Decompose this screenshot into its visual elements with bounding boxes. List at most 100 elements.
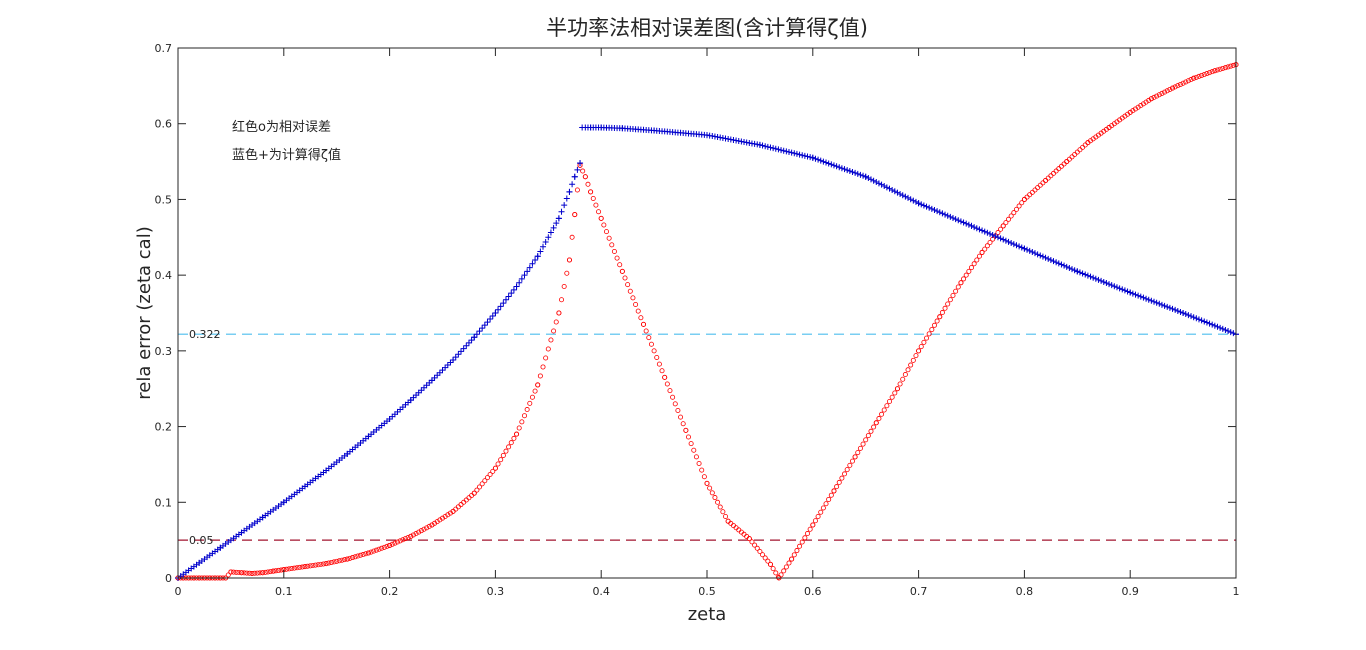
point-plus [1201, 318, 1208, 325]
point-plus [524, 268, 531, 275]
point-plus [926, 204, 933, 211]
point-plus [772, 145, 779, 152]
point-circle [331, 559, 337, 565]
point-plus [860, 172, 867, 179]
point-circle [580, 168, 586, 174]
point-plus [942, 211, 949, 218]
point-plus [796, 151, 803, 158]
point-circle [765, 558, 771, 564]
point-plus [1127, 289, 1134, 296]
point-circle [633, 301, 639, 307]
point-plus [473, 331, 480, 338]
point-circle [516, 425, 522, 431]
point-circle [754, 545, 760, 551]
point-plus [1164, 303, 1171, 310]
point-circle [884, 403, 890, 409]
point-plus [508, 290, 515, 297]
point-plus [849, 168, 856, 175]
point-plus [1188, 313, 1195, 320]
point-plus [1055, 260, 1062, 267]
point-plus [992, 233, 999, 240]
point-circle [820, 505, 826, 511]
point-plus [852, 169, 859, 176]
point-circle [767, 561, 773, 567]
point-plus [820, 158, 827, 165]
point-plus [989, 232, 996, 239]
point-plus [502, 296, 509, 303]
point-plus [1090, 274, 1097, 281]
point-plus [857, 171, 864, 178]
point-circle [416, 529, 422, 535]
point-circle [506, 444, 512, 450]
point-plus [955, 217, 962, 224]
annotation-red-label: 红色o为相对误差 [232, 119, 331, 135]
point-plus [323, 467, 330, 474]
point-circle [564, 270, 570, 276]
point-circle [328, 559, 334, 565]
point-plus [963, 220, 970, 227]
point-circle [508, 440, 514, 446]
point-circle [670, 394, 676, 400]
point-circle [937, 314, 943, 320]
point-plus [555, 215, 562, 222]
point-circle [926, 331, 932, 337]
series-plus [175, 124, 1239, 581]
point-plus [875, 180, 882, 187]
point-plus [1129, 290, 1136, 297]
point-circle [307, 563, 313, 569]
x-tick-label: 0.6 [804, 585, 822, 598]
point-plus [889, 186, 896, 193]
point-plus [1198, 317, 1205, 324]
point-plus [500, 300, 507, 307]
point-plus [431, 374, 438, 381]
point-circle [723, 513, 729, 519]
point-circle [797, 543, 803, 549]
x-tick-label: 0.4 [592, 585, 610, 598]
point-circle [1156, 92, 1162, 98]
point-plus [1026, 247, 1033, 254]
point-circle [622, 275, 628, 281]
point-plus [542, 239, 549, 246]
point-plus [238, 529, 245, 536]
point-plus [1116, 285, 1123, 292]
point-plus [965, 221, 972, 228]
point-plus [1230, 330, 1237, 337]
point-circle [556, 310, 562, 316]
point-circle [1214, 67, 1220, 73]
point-plus [1227, 329, 1234, 336]
point-circle [635, 308, 641, 314]
point-circle [294, 565, 300, 571]
point-circle [688, 441, 694, 447]
point-plus [841, 166, 848, 173]
point-plus [788, 149, 795, 156]
point-circle [659, 368, 665, 374]
point-plus [934, 208, 941, 215]
point-plus [1100, 278, 1107, 285]
point-plus [862, 173, 869, 180]
point-plus [899, 192, 906, 199]
point-plus [510, 286, 517, 293]
point-circle [982, 246, 988, 252]
point-plus [577, 160, 584, 167]
point-circle [1021, 196, 1027, 202]
point-plus [547, 229, 554, 236]
point-circle [1177, 81, 1183, 87]
point-plus [920, 202, 927, 209]
point-plus [801, 152, 808, 159]
point-plus [553, 220, 560, 227]
point-circle [1209, 69, 1215, 75]
y-axis-title: rela error (zeta cal) [134, 226, 155, 399]
point-circle [268, 569, 274, 575]
point-circle [834, 484, 840, 490]
point-circle [519, 419, 525, 425]
point-circle [553, 319, 559, 325]
point-circle [860, 441, 866, 447]
point-circle [225, 572, 231, 578]
point-circle [1207, 70, 1213, 76]
point-circle [360, 552, 366, 558]
point-circle [654, 354, 660, 360]
point-plus [455, 351, 462, 358]
point-plus [952, 216, 959, 223]
point-circle [894, 386, 900, 392]
point-plus [1195, 316, 1202, 323]
